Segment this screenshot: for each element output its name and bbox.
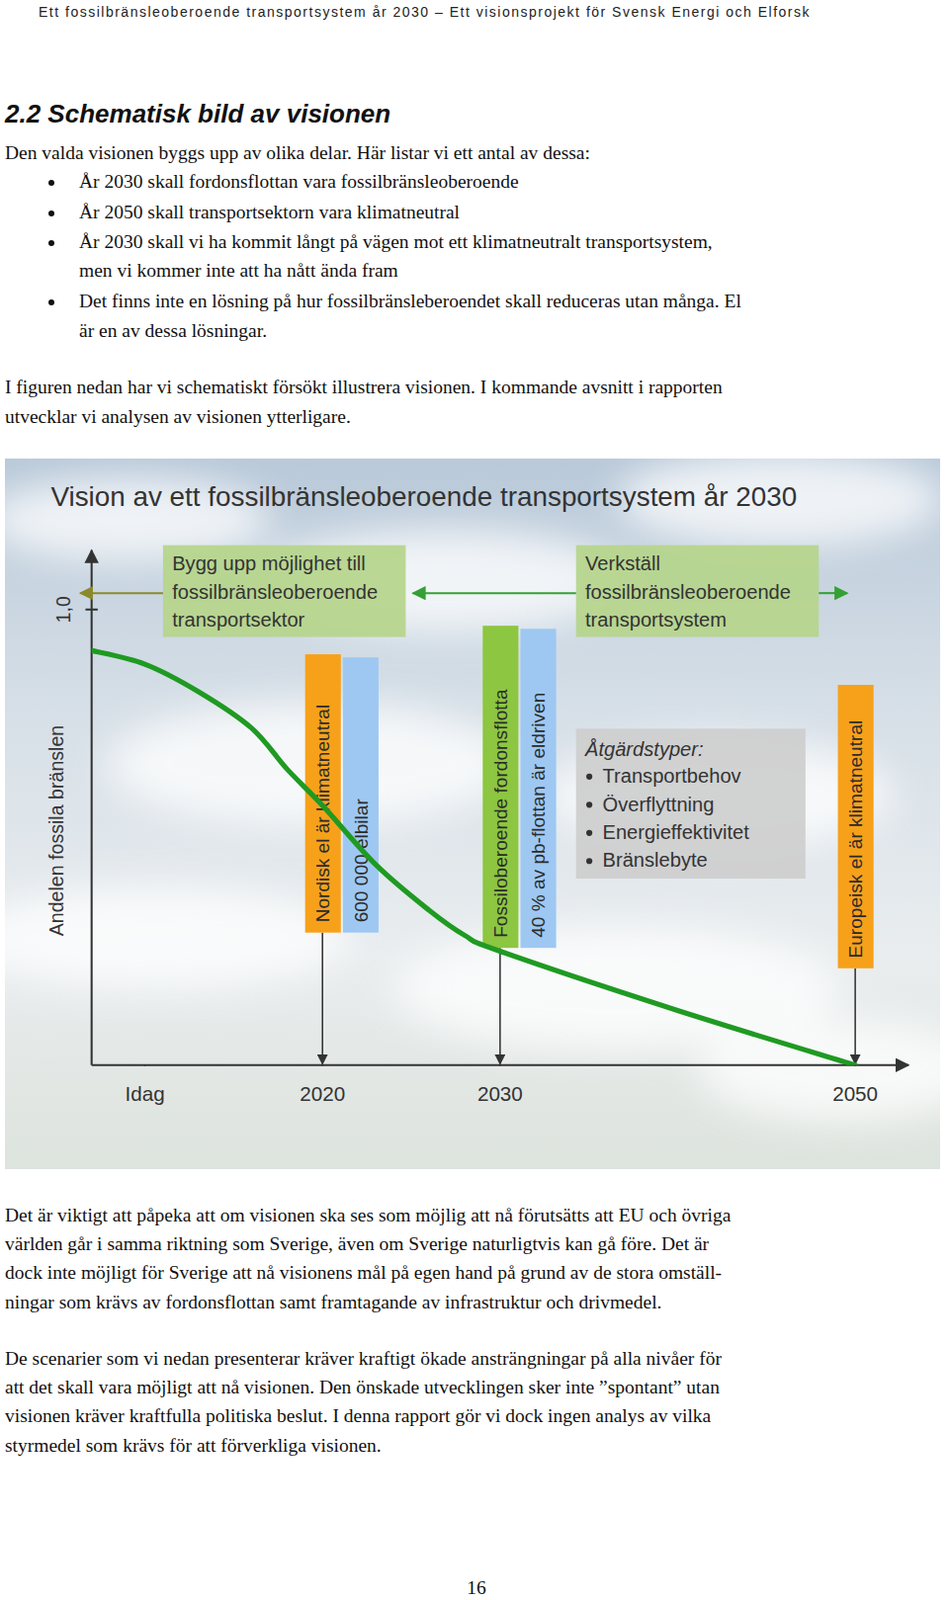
- milestone-band: [519, 628, 556, 949]
- section-title: 2.2 Schematisk bild av visionen: [4, 97, 391, 130]
- milestone-arrow: [499, 948, 502, 1065]
- bullet-dot: [48, 240, 55, 247]
- x-tick: [499, 1065, 501, 1067]
- bullet-text: Det finns inte en lösning på hur fossilb…: [79, 289, 742, 314]
- figure-intro-text: utvecklar vi analysen av visionen ytterl…: [4, 405, 351, 430]
- x-tick: [144, 1065, 146, 1067]
- x-tick-label: 2020: [299, 1082, 346, 1106]
- bullet-text: År 2050 skall transportsektorn vara klim…: [79, 200, 460, 225]
- phase-box: [163, 545, 407, 638]
- x-axis: [91, 1064, 909, 1067]
- x-tick: [855, 1065, 857, 1067]
- phase-label: fossilbränsleoberoende: [172, 581, 378, 604]
- bullet-text: men vi kommer inte att ha nått ända fram: [79, 258, 399, 283]
- measures-item: Överflyttning: [603, 793, 715, 816]
- paragraph-text: världen går i samma riktning som Sverige…: [4, 1232, 709, 1257]
- measures-item: Bränslebyte: [603, 849, 708, 871]
- paragraph-text: att det skall vara möjligt att nå vision…: [4, 1376, 720, 1400]
- phase-arrow: [818, 592, 848, 595]
- measures-title: Åtgärdstyper:: [584, 738, 704, 761]
- paragraph-text: styrmedel som krävs för att förverkliga …: [4, 1434, 382, 1459]
- measures-bullet: [586, 830, 593, 837]
- figure: Vision av ett fossilbränsleoberoende tra…: [4, 458, 941, 1170]
- milestone-label: Fossiloberoende fordonsflotta: [490, 689, 512, 939]
- paragraph-text: dock inte möjligt för Sverige att nå vis…: [4, 1261, 722, 1286]
- measures-item: Transportbehov: [603, 765, 742, 787]
- page: Ett fossilbränsleoberoende transportsyst…: [0, 0, 949, 1600]
- plot-area: [91, 650, 856, 1066]
- page-header: Ett fossilbränsleoberoende transportsyst…: [38, 2, 811, 21]
- phase-box: [576, 545, 820, 638]
- page-number: 16: [466, 1576, 487, 1600]
- intro-text: Den valda visionen byggs upp av olika de…: [4, 141, 591, 166]
- milestone-label: Europeisk el är klimatneutral: [845, 720, 866, 959]
- milestone-band: [838, 685, 874, 969]
- y-tick: [85, 608, 97, 611]
- phase-label: Verkställ: [585, 552, 661, 575]
- x-tick-label: Idag: [125, 1082, 166, 1106]
- measures-box: [576, 728, 806, 879]
- x-tick: [322, 1065, 324, 1067]
- x-tick-label: 2030: [477, 1082, 523, 1106]
- measures-bullet: [586, 801, 593, 808]
- milestone-band: [482, 625, 518, 949]
- bullet-text: är en av dessa lösningar.: [79, 319, 267, 344]
- phase-arrow: [413, 592, 577, 595]
- y-tick-label: 1,0: [52, 596, 75, 623]
- bullet-dot: [48, 210, 55, 217]
- milestone-arrow: [854, 968, 857, 1065]
- measures-bullet: [586, 774, 593, 780]
- milestone-arrow: [321, 933, 324, 1065]
- milestone-band: [343, 657, 379, 934]
- figure-intro-text: I figuren nedan har vi schematiskt försö…: [4, 375, 723, 400]
- bullet-text: År 2030 skall vi ha kommit långt på väge…: [79, 230, 713, 255]
- milestone-label: 40 % av pb-flottan är eldriven: [527, 692, 549, 939]
- measures-item: Energieffektivitet: [603, 821, 751, 844]
- y-axis-label: Andelen fossila bränslen: [45, 725, 68, 937]
- paragraph-text: ningar som krävs av fordonsflottan samt …: [4, 1291, 662, 1315]
- paragraph-text: Det är viktigt att påpeka att om visione…: [4, 1204, 731, 1228]
- phase-label: transportsektor: [172, 608, 305, 631]
- y-axis: [90, 550, 93, 1066]
- cloud: [698, 1019, 941, 1122]
- paragraph-text: visionen kräver kraftfulla politiska bes…: [4, 1404, 711, 1429]
- phase-arrow: [80, 592, 164, 595]
- measures-bullet: [586, 858, 593, 864]
- chart-title: Vision av ett fossilbränsleoberoende tra…: [50, 481, 797, 513]
- paragraph-text: De scenarier som vi nedan presenterar kr…: [4, 1347, 722, 1372]
- fossil-share-line: [91, 650, 856, 1066]
- clouds: [4, 458, 941, 1122]
- phase-label: Bygg upp möjlighet till: [172, 552, 366, 575]
- bullet-text: År 2030 skall fordonsflottan vara fossil…: [79, 170, 519, 194]
- bullet-dot: [48, 179, 55, 186]
- phase-label: transportsystem: [585, 608, 727, 631]
- bullet-dot: [48, 299, 55, 306]
- x-tick-label: 2050: [832, 1082, 878, 1106]
- phase-label: fossilbränsleoberoende: [585, 581, 791, 604]
